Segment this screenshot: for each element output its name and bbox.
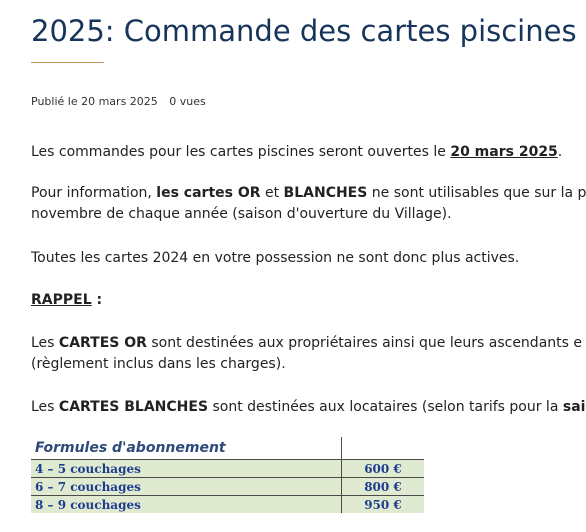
paragraph-text: Les [31, 399, 59, 415]
page-title: 2025: Commande des cartes piscines [31, 14, 577, 48]
paragraph-card-usage: Pour information, les cartes OR et BLANC… [31, 183, 586, 225]
paragraph-text: (règlement inclus dans les charges). [31, 356, 286, 372]
row-price: 600 € [341, 459, 424, 478]
rappel-heading: RAPPEL : [31, 290, 102, 311]
saison-bold: sai [562, 399, 586, 415]
table-row: 6 – 7 couchages 800 € [31, 477, 424, 496]
published-date: Publié le 20 mars 2025 [31, 95, 158, 108]
order-open-date: 20 mars 2025 [450, 144, 558, 160]
paragraph-text: Pour information, [31, 185, 157, 201]
cards-blanches-label: BLANCHES [283, 185, 368, 201]
table-header-price [342, 437, 425, 460]
row-label: 4 – 5 couchages [31, 459, 342, 478]
row-label: 8 – 9 couchages [31, 495, 342, 513]
cards-or-label: les cartes OR [156, 185, 261, 201]
paragraph-text: sont destinées aux propriétaires ainsi q… [146, 335, 582, 351]
paragraph-text: ne sont utilisables que sur la p [367, 185, 586, 201]
cartes-or-bold: CARTES OR [58, 335, 147, 351]
row-price: 800 € [341, 477, 424, 496]
table-header-row: Formules d'abonnement [31, 437, 424, 460]
view-count: 0 vues [169, 95, 206, 108]
subscription-table: Formules d'abonnement 4 – 5 couchages 60… [31, 437, 424, 513]
table-row: 4 – 5 couchages 600 € [31, 459, 424, 478]
paragraph-old-cards: Toutes les cartes 2024 en votre possessi… [31, 250, 520, 266]
paragraph-text: et [260, 185, 284, 201]
post-meta: Publié le 20 mars 2025 0 vues [31, 95, 206, 109]
paragraph-text: Les [31, 335, 59, 351]
rappel-label: RAPPEL [31, 292, 92, 308]
title-divider [31, 62, 104, 63]
table-row: 8 – 9 couchages 950 € [31, 495, 424, 513]
cartes-blanches-bold: CARTES BLANCHES [58, 399, 209, 415]
table-header-formules: Formules d'abonnement [31, 437, 342, 460]
paragraph-text: sont destinées aux locataires (selon tar… [208, 399, 563, 415]
paragraph-order-date: Les commandes pour les cartes piscines s… [31, 142, 562, 163]
paragraph-cartes-blanches: Les CARTES BLANCHES sont destinées aux l… [31, 397, 585, 418]
row-price: 950 € [341, 495, 424, 513]
rappel-colon: : [91, 292, 103, 308]
paragraph-text: Les commandes pour les cartes piscines s… [31, 144, 451, 160]
paragraph-end: . [557, 144, 563, 160]
row-label: 6 – 7 couchages [31, 477, 342, 496]
paragraph-text: novembre de chaque année (saison d'ouver… [31, 206, 452, 222]
paragraph-cartes-or: Les CARTES OR sont destinées aux proprié… [31, 333, 582, 375]
